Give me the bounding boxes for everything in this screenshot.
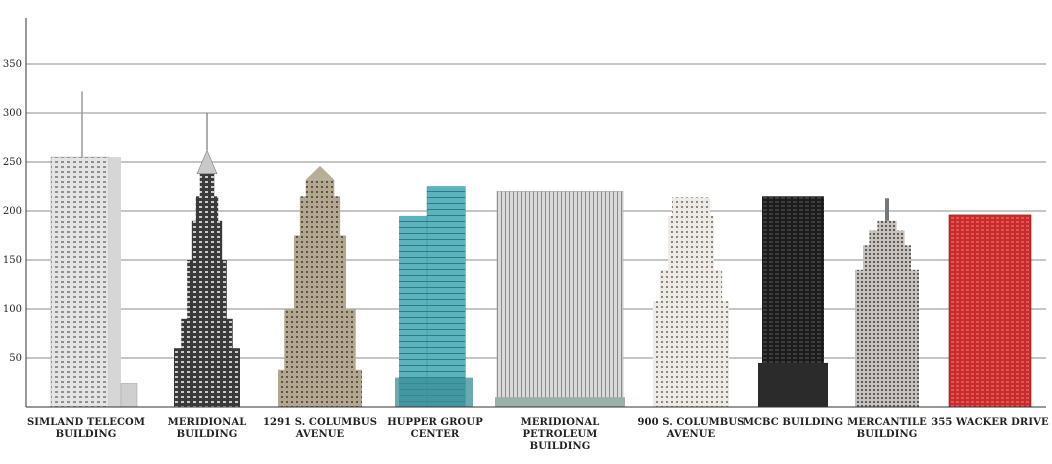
y-tick-label: 200 — [3, 206, 22, 217]
y-tick-label: 300 — [3, 108, 22, 119]
building-bar — [278, 165, 362, 407]
building-labels: SIMLAND TELECOM BUILDING MERIDIONAL BUILDIN… — [27, 417, 1049, 452]
category-label: SIMLAND TELECOM BUILDING — [27, 417, 145, 440]
y-tick-label: 100 — [3, 304, 22, 315]
category-label: 900 S. COLUMBUS AVENUE — [637, 417, 744, 440]
building-bar — [174, 113, 240, 407]
building-bar — [948, 214, 1032, 408]
category-label: 355 WACKER DRIVE — [931, 417, 1049, 428]
category-label: MERIDIONAL BUILDING — [168, 417, 247, 440]
category-label: MERCANTILE BUILDING — [847, 417, 927, 440]
building-bar — [758, 196, 828, 407]
y-tick-label: 50 — [9, 353, 22, 364]
y-tick-label: 250 — [3, 157, 22, 168]
category-label: MERIDIONAL PETROLEUM BUILDING — [521, 417, 600, 452]
y-tick-label: 150 — [3, 255, 22, 266]
building-bar — [495, 191, 625, 408]
category-label: 1291 S. COLUMBUS AVENUE — [263, 417, 377, 440]
category-label: MCBC BUILDING — [743, 417, 843, 428]
building-bar — [653, 197, 729, 407]
y-tick-label: 350 — [3, 59, 22, 70]
building-bars — [50, 91, 1032, 408]
building-bar — [50, 91, 138, 408]
category-label: HUPPER GROUP CENTER — [387, 417, 483, 440]
building-bar — [395, 186, 473, 408]
building-bar — [855, 198, 919, 407]
